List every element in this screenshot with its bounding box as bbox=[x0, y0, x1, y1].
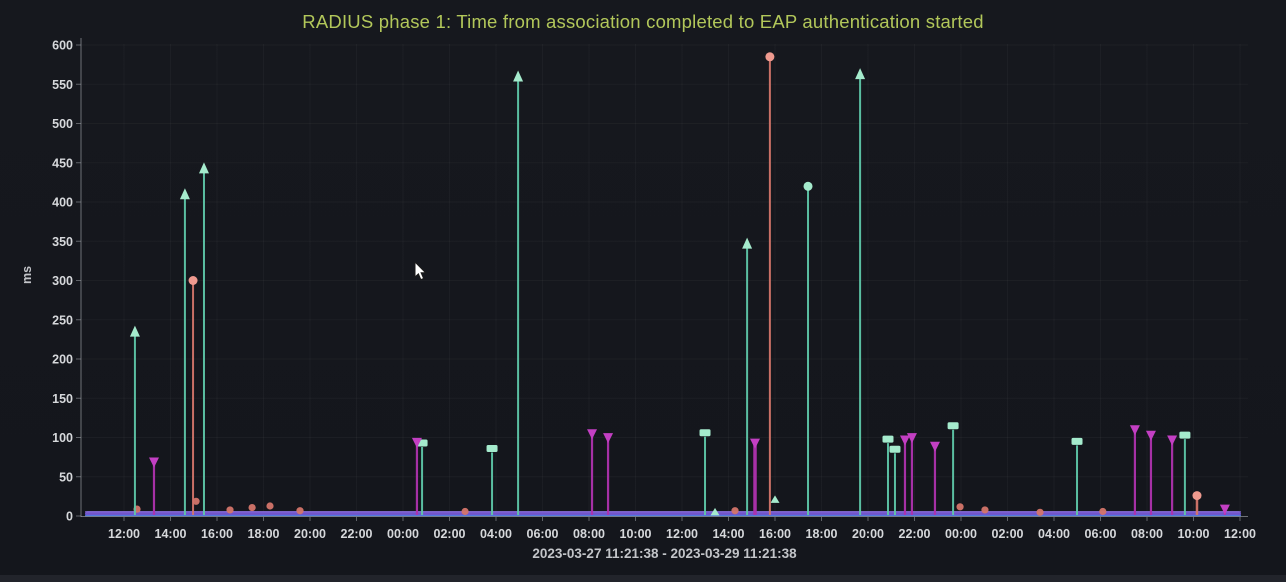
spike-marker-tri-down bbox=[1219, 504, 1230, 515]
x-tick-label: 02:00 bbox=[992, 527, 1024, 541]
y-tick-label: 300 bbox=[52, 274, 73, 288]
spike-marker-tri-down bbox=[1129, 425, 1140, 436]
salmon-bump bbox=[1099, 507, 1107, 516]
x-tick-label: 10:00 bbox=[1178, 527, 1210, 541]
x-tick-label: 16:00 bbox=[201, 527, 233, 541]
y-tick-label: 100 bbox=[52, 431, 73, 445]
window-bottom-strip bbox=[0, 575, 1286, 582]
y-tick-label: 350 bbox=[52, 235, 73, 249]
spike-marker-tri-down bbox=[750, 438, 761, 449]
spike-marker-tri-down bbox=[587, 429, 598, 440]
y-tick-label: 400 bbox=[52, 196, 73, 210]
spike-marker-tri-down bbox=[899, 435, 910, 446]
spike-marker-arrow bbox=[742, 237, 753, 249]
salmon-bump bbox=[731, 507, 739, 515]
salmon-bump bbox=[266, 502, 274, 510]
y-tick-label: 250 bbox=[52, 313, 73, 327]
spike-marker-square bbox=[947, 422, 959, 430]
spike-marker-tri-down bbox=[1167, 435, 1178, 446]
spike-marker-tri-down bbox=[148, 457, 159, 468]
x-tick-label: 14:00 bbox=[713, 527, 745, 541]
x-tick-label: 22:00 bbox=[899, 527, 931, 541]
time-range-caption: 2023-03-27 11:21:38 - 2023-03-29 11:21:3… bbox=[532, 546, 797, 561]
y-tick-label: 50 bbox=[59, 470, 73, 484]
violet-baseline-band bbox=[85, 511, 1241, 516]
spike-marker-arrow bbox=[179, 188, 190, 200]
spike-marker-arrow bbox=[198, 162, 209, 174]
y-tick-label: 200 bbox=[52, 353, 73, 367]
x-tick-label: 20:00 bbox=[294, 527, 326, 541]
salmon-bump bbox=[1036, 508, 1044, 516]
spike-marker-tri-down bbox=[929, 441, 940, 452]
y-tick-label: 150 bbox=[52, 392, 73, 406]
y-tick-label: 550 bbox=[52, 78, 73, 92]
spike-marker-square bbox=[889, 445, 901, 453]
spike-marker-square bbox=[882, 435, 894, 443]
x-tick-label: 12:00 bbox=[666, 527, 698, 541]
spike-marker-tri-down bbox=[1145, 430, 1156, 441]
x-tick-label: 06:00 bbox=[527, 527, 559, 541]
x-tick-label: 02:00 bbox=[434, 527, 466, 541]
x-tick-label: 18:00 bbox=[806, 527, 838, 541]
y-tick-label: 500 bbox=[52, 117, 73, 131]
spike-marker-circle bbox=[765, 52, 775, 62]
x-tick-label: 04:00 bbox=[480, 527, 512, 541]
x-tick-label: 04:00 bbox=[1038, 527, 1070, 541]
spike-marker-circle bbox=[1192, 491, 1202, 501]
x-tick-label: 20:00 bbox=[852, 527, 884, 541]
mouse-cursor-icon bbox=[414, 260, 428, 282]
salmon-bump bbox=[956, 503, 964, 511]
spike-marker-arrow bbox=[855, 68, 866, 80]
spike-marker-square bbox=[1071, 437, 1083, 445]
salmon-bump bbox=[461, 507, 469, 516]
x-tick-label: 00:00 bbox=[945, 527, 977, 541]
spike-marker-arrow bbox=[129, 325, 140, 337]
x-tick-label: 08:00 bbox=[573, 527, 605, 541]
salmon-bump bbox=[226, 506, 234, 514]
y-tick-label: 0 bbox=[66, 510, 73, 524]
chart-title: RADIUS phase 1: Time from association co… bbox=[302, 11, 984, 32]
x-tick-label: 12:00 bbox=[1224, 527, 1256, 541]
x-tick-label: 18:00 bbox=[248, 527, 280, 541]
x-tick-label: 12:00 bbox=[108, 527, 140, 541]
salmon-bump bbox=[248, 503, 256, 512]
x-tick-label: 14:00 bbox=[155, 527, 187, 541]
y-tick-label: 600 bbox=[52, 39, 73, 53]
spike-marker-tri-down bbox=[906, 433, 917, 444]
x-tick-label: 16:00 bbox=[759, 527, 791, 541]
spike-marker-tri-down bbox=[603, 433, 614, 444]
spike-marker-tri-small bbox=[770, 495, 780, 503]
x-tick-label: 00:00 bbox=[387, 527, 419, 541]
spike-marker-arrow bbox=[513, 70, 524, 82]
spike-marker-tri-small bbox=[710, 507, 720, 516]
spike-marker-tri-down bbox=[411, 437, 422, 448]
salmon-bump bbox=[296, 507, 304, 515]
spike-marker-square bbox=[699, 429, 711, 437]
x-tick-label: 06:00 bbox=[1085, 527, 1117, 541]
x-tick-label: 08:00 bbox=[1131, 527, 1163, 541]
salmon-bump bbox=[981, 506, 989, 514]
salmon-bump bbox=[192, 497, 200, 505]
x-tick-label: 22:00 bbox=[341, 527, 373, 541]
spike-marker-circle bbox=[803, 181, 813, 191]
spike-marker-circle bbox=[188, 276, 198, 285]
spike-marker-square bbox=[486, 444, 498, 452]
spike-marker-square bbox=[1179, 431, 1191, 439]
x-tick-label: 10:00 bbox=[620, 527, 652, 541]
y-tick-label: 450 bbox=[52, 156, 73, 170]
